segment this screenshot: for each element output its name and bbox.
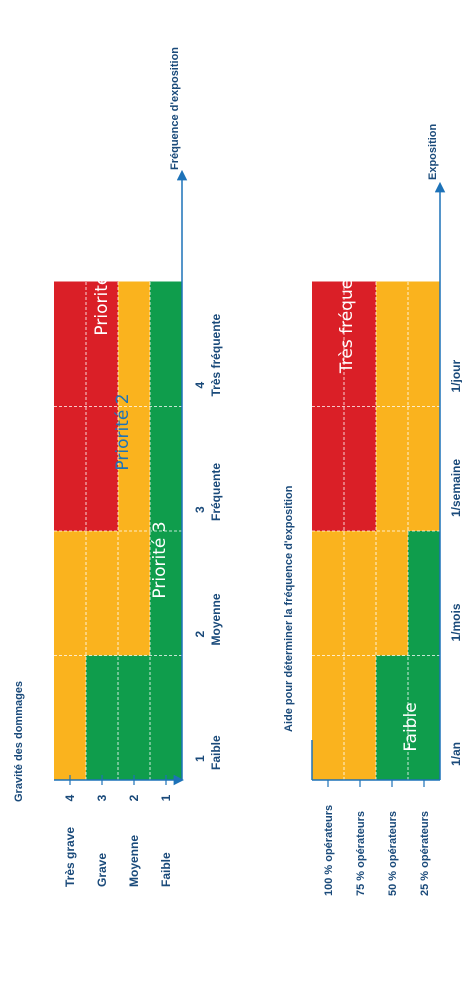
chart-2-row-label: 75 % opérateurs [355, 811, 367, 896]
chart-1-column-label: Très fréquente [209, 313, 223, 396]
chart-2-column-labels: 1/an 1/mois 1/semaine 1/jour [449, 359, 462, 766]
chart-1-column-number: 1 [193, 755, 207, 762]
zone-label-faible: Faible [401, 702, 421, 751]
chart-1-row-number: 3 [95, 794, 109, 801]
c1-cell-r3-c4 [118, 281, 151, 407]
c2-cell-r1-c1 [312, 655, 345, 780]
rotated-layer: Gravité des dommages Fréquence d'exposit… [13, 47, 462, 896]
c1-cell-r2-c1 [86, 655, 119, 780]
c2-cell-r3-c3 [376, 406, 409, 531]
chart-2-row-label: 50 % opérateurs [387, 811, 399, 896]
c1-cell-r3-c3 [118, 406, 151, 531]
chart-2-dashed-grid [312, 282, 440, 780]
c2-cell-r2-c3 [344, 406, 377, 531]
chart-1-column-number: 4 [193, 382, 207, 389]
chart-2-cells [312, 281, 441, 780]
chart-1-x-axis-title: Fréquence d'exposition [169, 47, 181, 170]
c1-cell-r2-c4 [86, 281, 119, 407]
chart-2: Aide pour déterminer la fréquence d'expo… [283, 123, 462, 896]
c1-cell-r2-c2 [86, 530, 119, 656]
chart-1: Gravité des dommages Fréquence d'exposit… [13, 47, 223, 887]
chart-1-row-label: Grave [95, 853, 109, 887]
c1-cell-r1-c3 [54, 406, 87, 531]
zone-label-tres-frequente: Très fréquente [337, 251, 357, 374]
chart-1-column-number: 3 [193, 506, 207, 513]
c2-cell-r2-c2 [344, 530, 377, 656]
c2-cell-r4-c1 [408, 655, 441, 780]
c2-cell-r3-c1 [376, 655, 409, 780]
c2-cell-r4-c2 [408, 530, 441, 656]
c2-cell-r2-c4 [344, 281, 377, 407]
chart-2-column-label: 1/semaine [449, 459, 462, 517]
c1-cell-r4-c3 [150, 406, 183, 531]
c1-cell-r4-c2 [150, 530, 183, 656]
chart-1-row-number: 1 [159, 794, 173, 801]
chart-2-title: Aide pour déterminer la fréquence d'expo… [283, 485, 295, 732]
chart-1-column-label: Fréquente [209, 463, 223, 521]
chart-2-row-label: 25 % opérateurs [419, 811, 431, 896]
chart-1-cells [54, 281, 183, 780]
c2-cell-r2-c1 [344, 655, 377, 780]
c2-cell-r1-c2 [312, 530, 345, 656]
chart-2-column-label: 1/jour [449, 359, 462, 392]
chart-2-column-label: 1/an [449, 742, 462, 766]
chart-1-row-number: 4 [63, 794, 77, 801]
c2-cell-r3-c4 [376, 281, 409, 407]
c1-cell-r1-c4 [54, 281, 87, 407]
chart-1-column-label: Faible [209, 735, 223, 770]
chart-1-dashed-grid [54, 282, 182, 780]
chart-1-column-label: Moyenne [209, 593, 223, 645]
chart-1-row-label: Faible [159, 852, 173, 887]
c2-cell-r1-c3 [312, 406, 345, 531]
c2-cell-r4-c4 [408, 281, 441, 407]
chart-1-row-label: Très grave [63, 827, 77, 887]
chart-2-row-labels: 100 % opérateurs 75 % opérateurs 50 % opér… [323, 780, 431, 896]
chart-1-row-number: 2 [127, 794, 141, 801]
chart-1-row-labels: Très grave 4 Grave 3 Moyenne 2 Faible 1 [63, 775, 173, 887]
zone-label-priority-3: Priorité 3 [150, 521, 170, 598]
c1-cell-r1-c2 [54, 530, 87, 656]
chart-2-row-label: 100 % opérateurs [323, 805, 335, 896]
chart-1-row-label: Moyenne [127, 835, 141, 887]
c1-cell-r1-c1 [54, 655, 87, 780]
c1-cell-r3-c1 [118, 655, 151, 780]
chart-1-column-labels: 1 Faible 2 Moyenne 3 Fréquente 4 Très fréquente [193, 313, 223, 770]
zone-label-priority-1: Priorité 1 [92, 258, 112, 335]
c2-cell-r4-c3 [408, 406, 441, 531]
chart-2-x-axis-title: Exposition [427, 123, 439, 180]
chart-1-column-number: 2 [193, 631, 207, 638]
c1-cell-r4-c1 [150, 655, 183, 780]
chart-2-column-label: 1/mois [449, 603, 462, 641]
chart-1-y-axis-title: Gravité des dommages [13, 681, 25, 802]
c2-cell-r3-c2 [376, 530, 409, 656]
c1-cell-r3-c2 [118, 530, 151, 656]
c1-cell-r4-c4 [150, 281, 183, 407]
zone-label-priority-2: Priorité 2 [113, 393, 133, 470]
c1-cell-r2-c3 [86, 406, 119, 531]
c2-cell-r1-c4 [312, 281, 345, 407]
